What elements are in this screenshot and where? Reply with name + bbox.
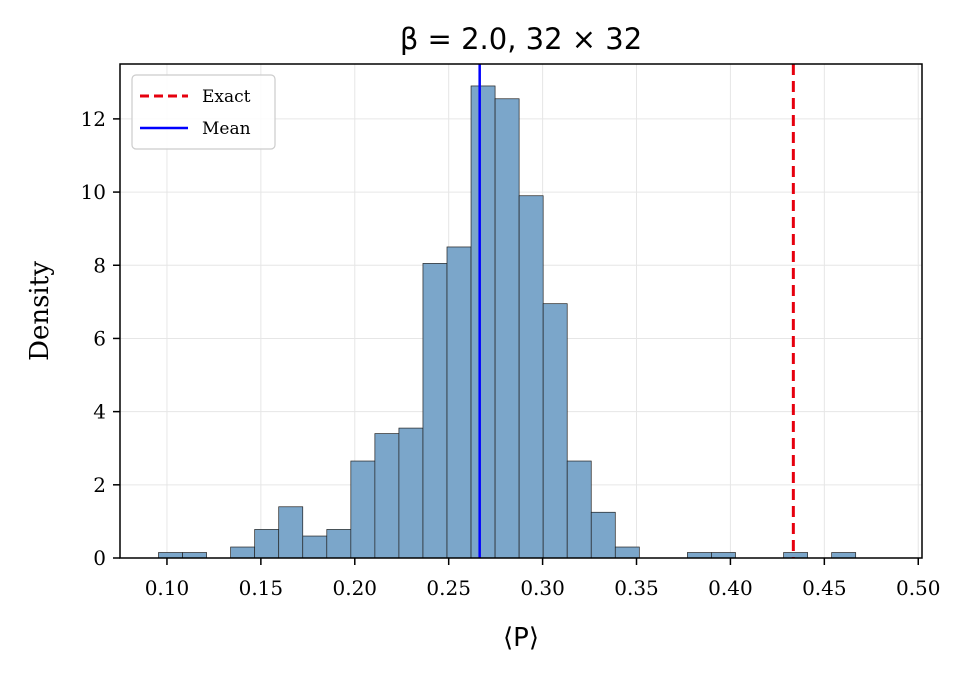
x-axis-ticks: 0.10 0.15 0.20 0.25 0.30 0.35 0.40 0.45 0.50: [145, 558, 941, 600]
histogram-bar: [566, 460, 592, 559]
reference-lines: [478, 64, 795, 558]
x-tick-label: 0.50: [896, 576, 941, 600]
legend-box: [131, 74, 276, 150]
x-tick-label: 0.45: [802, 576, 847, 600]
legend-exact-label: Exact: [202, 87, 251, 107]
histogram-bar: [446, 246, 472, 559]
legend-mean-label: Mean: [202, 119, 251, 139]
x-tick-label: 0.15: [239, 576, 284, 600]
y-tick-label: 0: [93, 546, 106, 570]
y-tick-label: 2: [93, 473, 106, 497]
histogram-bar: [374, 433, 400, 559]
histogram-bar: [470, 85, 496, 559]
x-tick-label: 0.35: [614, 576, 659, 600]
y-tick-label: 12: [81, 107, 106, 131]
histogram-bar: [326, 529, 352, 559]
histogram-bar: [590, 511, 616, 559]
histogram-bar: [518, 195, 544, 559]
histogram-bar: [711, 552, 736, 559]
x-tick-label: 0.10: [145, 576, 190, 600]
histogram-bar: [158, 552, 183, 559]
histogram-bar: [302, 535, 328, 559]
y-tick-label: 6: [93, 326, 106, 350]
histogram-bar: [831, 552, 857, 559]
chart-title: β = 2.0, 32 × 32: [400, 22, 642, 56]
histogram-bar: [254, 529, 280, 559]
histogram-bar: [182, 552, 207, 559]
y-tick-label: 8: [93, 253, 106, 277]
histogram-bars: [158, 85, 857, 559]
x-tick-label: 0.40: [708, 576, 753, 600]
y-tick-label: 4: [93, 400, 106, 424]
histogram-bar: [278, 506, 304, 559]
x-tick-label: 0.20: [333, 576, 378, 600]
histogram-bar: [614, 546, 640, 559]
histogram-bar: [230, 546, 256, 559]
x-axis-label: ⟨P⟩: [503, 623, 539, 653]
histogram-bar: [494, 98, 520, 559]
x-tick-label: 0.30: [520, 576, 565, 600]
histogram-bar: [783, 552, 808, 559]
histogram-bar: [398, 427, 424, 559]
histogram-bar: [350, 460, 376, 559]
x-tick-label: 0.25: [426, 576, 471, 600]
histogram-bar: [422, 263, 448, 559]
plot-frame: [119, 63, 923, 559]
legend: Exact Mean: [131, 74, 276, 150]
y-axis-ticks: 0 2 4 6 8 10 12: [81, 107, 120, 570]
y-tick-label: 10: [81, 180, 106, 204]
y-axis-label: Density: [25, 261, 55, 361]
histogram-bar: [687, 552, 712, 559]
histogram-bar: [542, 303, 568, 559]
